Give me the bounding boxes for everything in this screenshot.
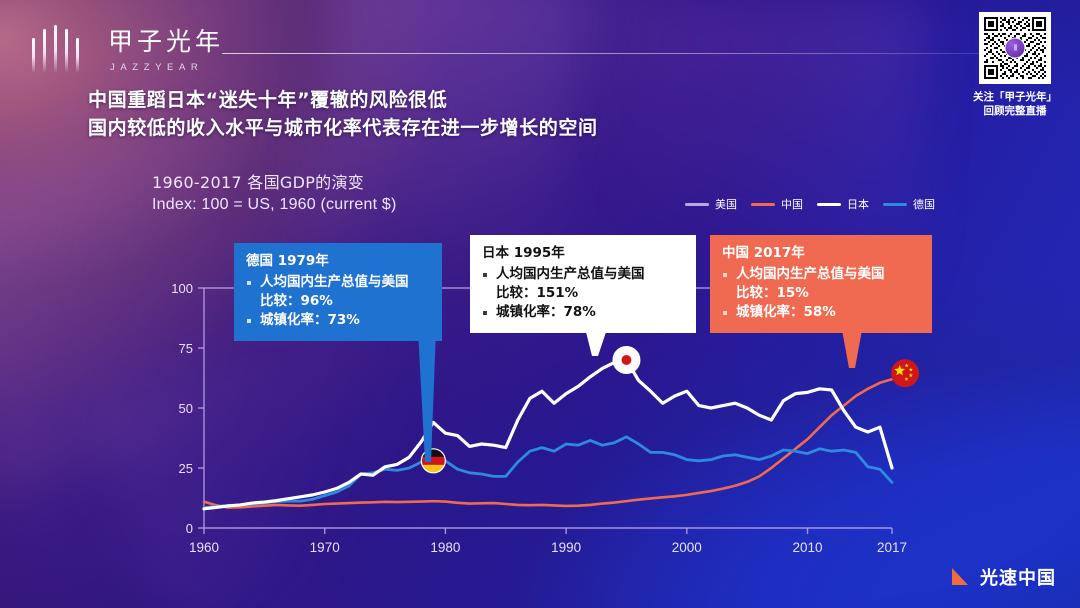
partner-logo-mark-icon	[949, 566, 971, 588]
callout-china: 中国 2017年 人均国内生产总值与美国 比较：15% 城镇化率：58%	[710, 235, 932, 333]
svg-text:2017: 2017	[877, 540, 907, 555]
chart-axes: 0 25 50 75 100 1960 1970 1980 1990 2000 2010 2017	[171, 281, 907, 555]
callout-japan-bullet-1: 人均国内生产总值与美国 比较：151%	[482, 265, 684, 303]
callout-japan-bullet-1-line-1: 人均国内生产总值与美国	[496, 266, 645, 282]
callout-germany: 德国 1979年 人均国内生产总值与美国 比较：96% 城镇化率：73%	[234, 243, 442, 341]
legend-item-us[interactable]: 美国	[685, 196, 737, 212]
callout-china-title: 中国 2017年	[722, 245, 805, 261]
qr-caption-line-2: 回顾完整直播	[983, 105, 1047, 117]
svg-text:1980: 1980	[430, 540, 460, 555]
legend-swatch-japan	[817, 202, 841, 206]
qr-code-image[interactable]: ⦀	[979, 12, 1051, 84]
qr-caption: 关注「甲子光年」 回顾完整直播	[972, 90, 1058, 118]
legend-item-china[interactable]: 中国	[751, 196, 803, 212]
callout-japan-title: 日本 1995年	[482, 245, 565, 261]
svg-text:1970: 1970	[310, 540, 340, 555]
legend-label-china: 中国	[781, 198, 803, 211]
qr-center-logo-icon: ⦀	[1004, 37, 1026, 59]
page-title: 中国重蹈日本“迷失十年”覆辙的风险很低 国内较低的收入水平与城市化率代表存在进一…	[88, 86, 598, 142]
legend-swatch-us	[685, 202, 709, 206]
chart-legend: 美国 中国 日本 德国	[685, 196, 935, 212]
callout-germany-bullet-1-line-1: 人均国内生产总值与美国	[260, 274, 409, 290]
callout-germany-bullet-1: 人均国内生产总值与美国 比较：96%	[246, 273, 430, 311]
legend-item-germany[interactable]: 德国	[883, 196, 935, 212]
svg-text:0: 0	[186, 521, 193, 536]
callout-china-bullet-1: 人均国内生产总值与美国 比较：15%	[722, 265, 920, 303]
partner-logo-text: 光速中国	[980, 568, 1056, 589]
brand-name-en: JAZZYEAR	[110, 61, 204, 73]
partner-logo: 光速中国	[949, 564, 1056, 590]
legend-item-japan[interactable]: 日本	[817, 196, 869, 212]
qr-block[interactable]: ⦀ 关注「甲子光年」 回顾完整直播	[972, 12, 1058, 118]
headline-line-1: 中国重蹈日本“迷失十年”覆辙的风险很低	[88, 89, 448, 111]
headline-line-2: 国内较低的收入水平与城市化率代表存在进一步增长的空间	[88, 117, 598, 139]
svg-text:1960: 1960	[189, 540, 219, 555]
legend-swatch-germany	[883, 202, 907, 206]
legend-swatch-china	[751, 202, 775, 206]
chart-subtitle: Index: 100 = US, 1960 (current $)	[152, 196, 397, 213]
chart-header: 1960-2017 各国GDP的演变 Index: 100 = US, 1960…	[152, 172, 397, 216]
callout-japan-bullet-1-line-2: 比较：151%	[496, 285, 579, 301]
legend-label-japan: 日本	[847, 198, 869, 211]
qr-caption-line-1: 关注「甲子光年」	[973, 91, 1057, 103]
svg-text:50: 50	[179, 401, 193, 416]
svg-text:100: 100	[171, 281, 193, 296]
svg-text:25: 25	[179, 461, 193, 476]
callout-china-bullet-2: 城镇化率：58%	[722, 303, 920, 322]
brand-logo: 甲子光年 JAZZYEAR	[30, 25, 225, 78]
callout-japan-bullet-2: 城镇化率：78%	[482, 303, 684, 322]
svg-text:2010: 2010	[792, 540, 822, 555]
svg-text:75: 75	[179, 341, 193, 356]
svg-text:2000: 2000	[672, 540, 702, 555]
header-divider	[222, 53, 990, 54]
callout-germany-title: 德国 1979年	[246, 253, 329, 269]
callout-china-bullet-1-line-1: 人均国内生产总值与美国	[736, 266, 885, 282]
callout-germany-bullet-2: 城镇化率：73%	[246, 311, 430, 330]
callout-japan: 日本 1995年 人均国内生产总值与美国 比较：151% 城镇化率：78%	[470, 235, 696, 333]
callout-china-bullet-1-line-2: 比较：15%	[736, 285, 809, 301]
svg-text:1990: 1990	[551, 540, 581, 555]
chart-title: 1960-2017 各国GDP的演变	[152, 173, 365, 192]
legend-label-germany: 德国	[913, 198, 935, 211]
logo-bars-icon	[30, 25, 94, 78]
qr-pattern-icon	[984, 17, 1046, 79]
callout-germany-bullet-1-line-2: 比较：96%	[260, 293, 333, 309]
qr-center-glyph: ⦀	[1013, 43, 1017, 52]
legend-label-us: 美国	[715, 198, 737, 211]
brand-name-cn: 甲子光年	[108, 27, 225, 56]
